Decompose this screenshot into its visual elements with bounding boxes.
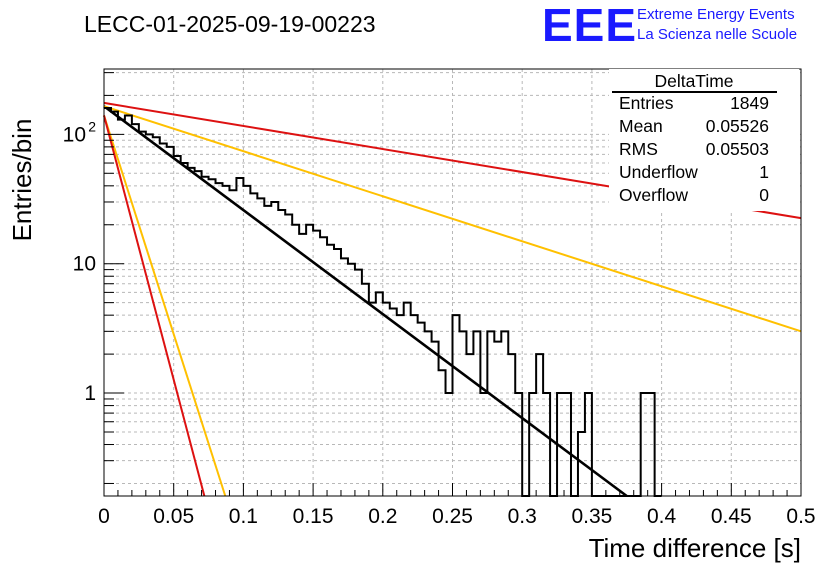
x-tick-label: 0.45	[711, 505, 752, 528]
histogram-steps	[104, 106, 662, 497]
x-axis-title: Time difference [s]	[589, 533, 801, 563]
x-tick-label: 0	[98, 505, 110, 528]
x-tick-label: 0.05	[153, 505, 194, 528]
stats-label: Mean	[619, 116, 663, 136]
logo-line-1: Extreme Energy Events	[637, 6, 795, 23]
stats-label: Overflow	[619, 185, 688, 205]
y-tick-exponent: 2	[88, 118, 96, 134]
stats-box: DeltaTime Entries 1849 Mean 0.05526 RMS 0.055…	[609, 69, 799, 211]
stats-value: 0	[759, 185, 769, 205]
x-tick-label: 0.2	[368, 505, 397, 528]
stats-label: Underflow	[619, 162, 698, 182]
stats-label: Entries	[619, 93, 674, 113]
y-tick-label: 10	[73, 253, 96, 276]
eee-logo: EEE	[542, 0, 637, 51]
x-tick-label: 0.15	[293, 505, 334, 528]
x-tick-labels: 0 0.05 0.1 0.15 0.2 0.25 0.3 0.35 0.4 0.45 0.5	[98, 505, 815, 528]
y-axis-title: Entries/bin	[7, 119, 37, 242]
y-tick-label: 1	[84, 382, 96, 405]
x-tick-label: 0.35	[571, 505, 612, 528]
x-tick-label: 0.5	[786, 505, 815, 528]
reference-line	[103, 105, 802, 333]
stats-value: 1849	[730, 93, 769, 113]
stats-box-title: DeltaTime	[654, 71, 733, 91]
stats-value: 1	[759, 162, 769, 182]
stats-label: RMS	[619, 139, 658, 159]
stats-value: 0.05503	[706, 139, 769, 159]
reference-line	[103, 115, 227, 497]
x-tick-label: 0.4	[647, 505, 677, 528]
x-tick-label: 0.25	[432, 505, 473, 528]
axis-ticks	[103, 72, 802, 496]
chart-title: LECC-01-2025-09-19-00223	[84, 11, 376, 37]
y-tick-label: 10	[63, 123, 86, 146]
x-tick-label: 0.1	[229, 505, 258, 528]
stats-value: 0.05526	[706, 116, 769, 136]
stats-rows: Entries 1849 Mean 0.05526 RMS 0.05503 Underflo…	[619, 93, 769, 205]
fit-line	[103, 105, 628, 498]
reference-line	[103, 115, 206, 497]
x-tick-label: 0.3	[508, 505, 537, 528]
logo-line-2: La Scienza nelle Scuole	[637, 26, 797, 43]
